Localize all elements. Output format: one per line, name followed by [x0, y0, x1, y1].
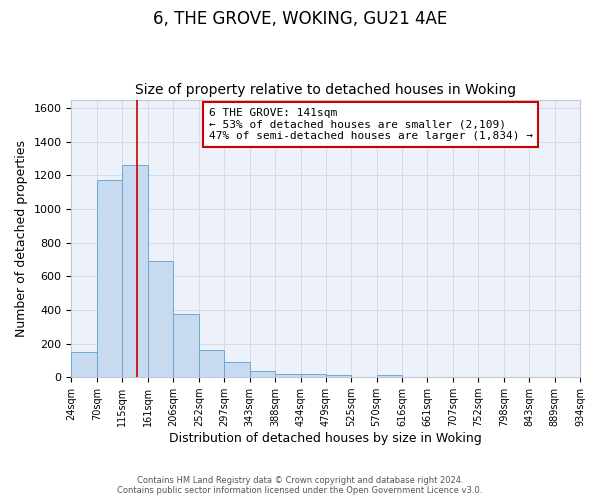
Bar: [250, 371, 275, 377]
Bar: [199, 350, 224, 377]
Title: Size of property relative to detached houses in Woking: Size of property relative to detached ho…: [135, 83, 516, 97]
X-axis label: Distribution of detached houses by size in Woking: Distribution of detached houses by size …: [169, 432, 482, 445]
Y-axis label: Number of detached properties: Number of detached properties: [15, 140, 28, 337]
Bar: [148, 261, 173, 377]
Text: 6, THE GROVE, WOKING, GU21 4AE: 6, THE GROVE, WOKING, GU21 4AE: [153, 10, 447, 28]
Text: 6 THE GROVE: 141sqm
← 53% of detached houses are smaller (2,109)
47% of semi-det: 6 THE GROVE: 141sqm ← 53% of detached ho…: [209, 108, 533, 141]
Bar: [71, 352, 97, 377]
Bar: [97, 180, 122, 377]
Bar: [301, 374, 326, 377]
Bar: [275, 374, 301, 377]
Bar: [122, 165, 148, 377]
Bar: [173, 314, 199, 377]
Bar: [377, 375, 402, 377]
Bar: [224, 362, 250, 377]
Text: Contains HM Land Registry data © Crown copyright and database right 2024.
Contai: Contains HM Land Registry data © Crown c…: [118, 476, 482, 495]
Bar: [326, 375, 352, 377]
